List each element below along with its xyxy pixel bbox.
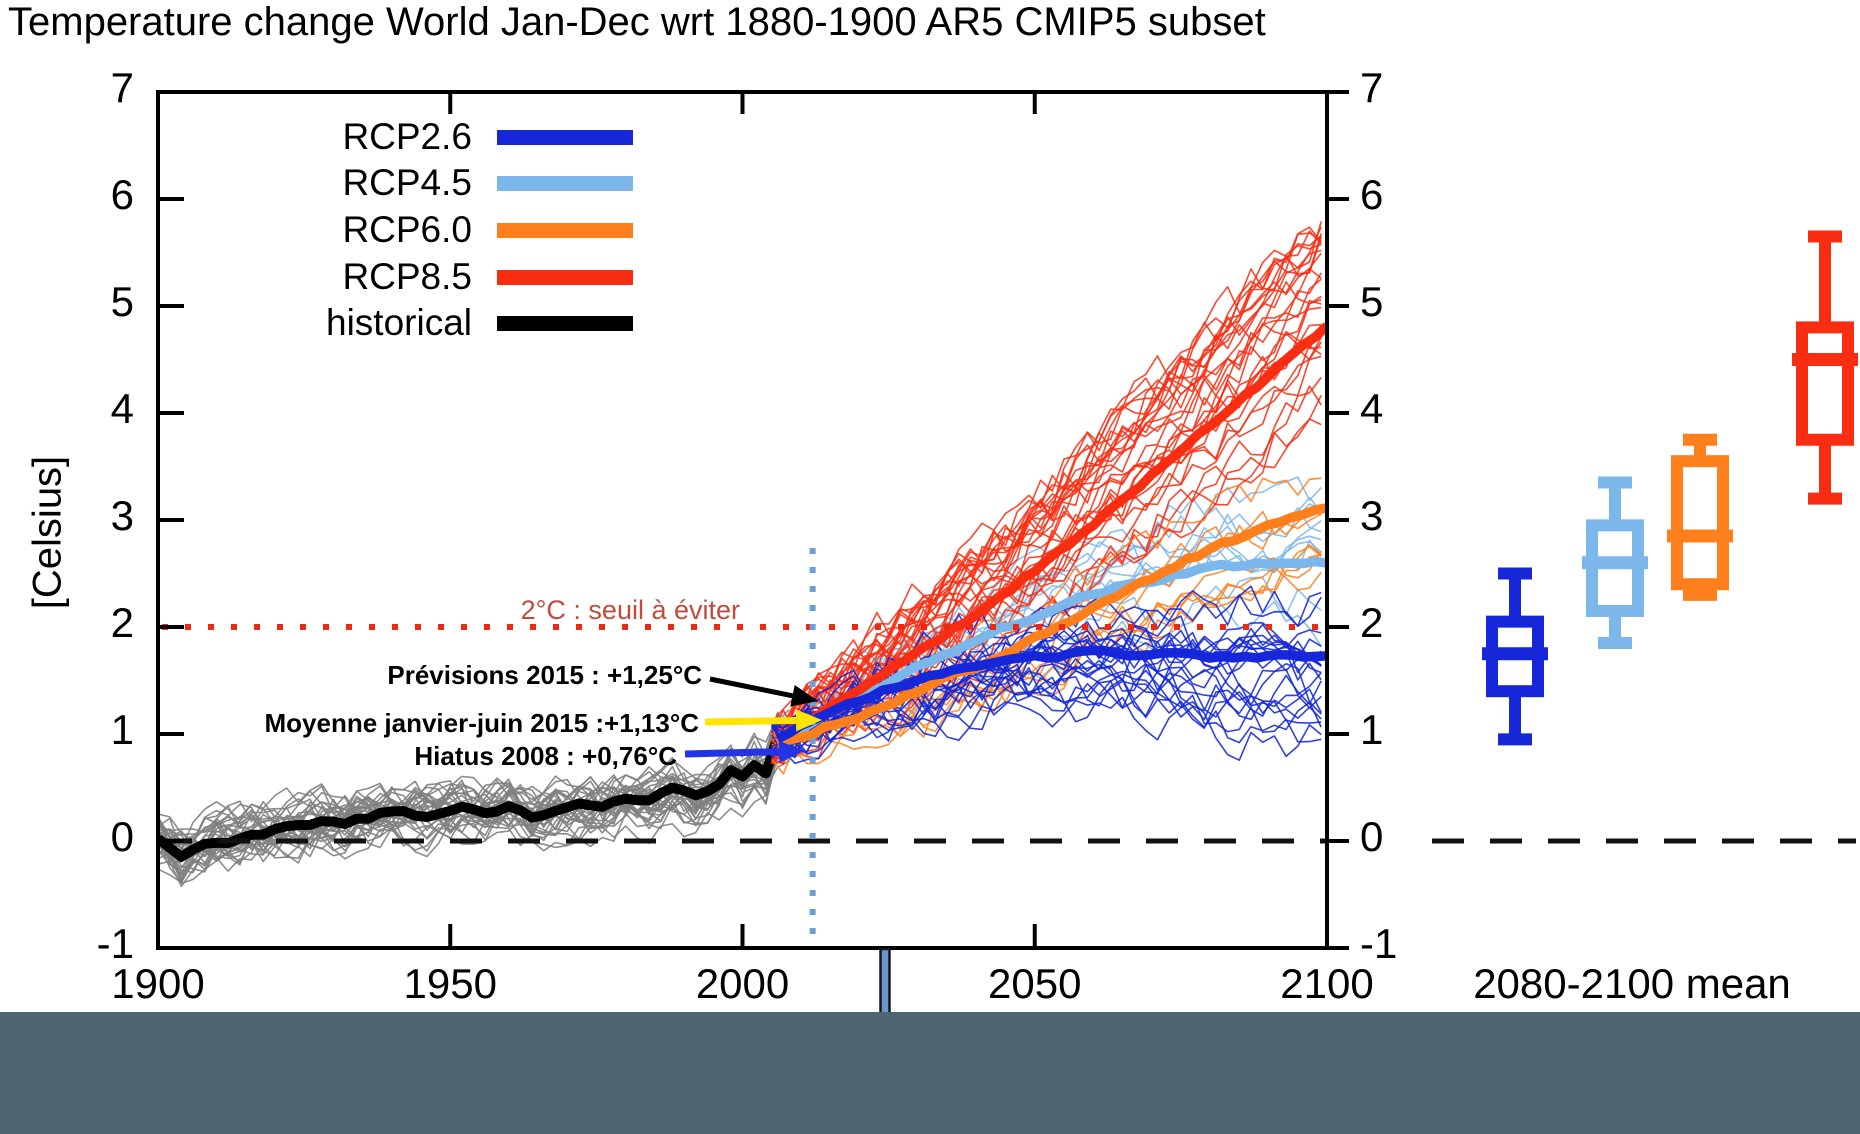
y-axis-tick-right--1: -1: [1360, 920, 1398, 967]
x-axis-tick-1900: 1900: [111, 960, 205, 1007]
legend-line-rcp45-icon: [497, 175, 633, 191]
y-axis-tick-left-7: 7: [110, 64, 134, 111]
y-axis-tick-left-6: 6: [110, 171, 134, 218]
x-axis-tick-2100: 2100: [1280, 960, 1374, 1007]
annotation-arrow-hiatus: [684, 740, 805, 763]
legend-label-rcp45: RCP4.5: [342, 162, 472, 203]
legend-line-rcp85-icon: [497, 269, 633, 285]
legend-line-historical-icon: [497, 315, 633, 331]
legend-label-rcp26: RCP2.6: [342, 116, 472, 157]
boxplot-rcp60: [1667, 433, 1733, 601]
y-axis-tick-right-5: 5: [1360, 278, 1384, 325]
y-axis-tick-right-3: 3: [1360, 492, 1384, 539]
y-axis-tick-right-7: 7: [1360, 64, 1384, 111]
boxplot-rcp26: [1482, 567, 1548, 746]
boxplot-panel: [1482, 230, 1858, 746]
x-axis-tick-2000: 2000: [695, 960, 790, 1007]
annotation-previsions-2015: Prévisions 2015 : +1,25°C: [387, 660, 702, 690]
x-axis-tick-1950: 1950: [403, 960, 497, 1007]
y-axis-tick-left--1: -1: [96, 920, 134, 967]
y-axis-tick-right-6: 6: [1360, 171, 1384, 218]
legend-line-rcp60-icon: [497, 222, 633, 238]
y-axis-tick-left-1: 1: [110, 706, 134, 753]
legend-item-historical: historical: [0, 300, 633, 346]
legend-label-historical: historical: [326, 302, 472, 343]
mean-line-rcp85: [774, 322, 1325, 745]
chart-title: Temperature change World Jan-Dec wrt 188…: [8, 0, 1266, 44]
bottom-timeline-band: [0, 1012, 1860, 1134]
x-axis-tick-2050: 2050: [988, 960, 1082, 1007]
mean-line-rcp26: [775, 645, 1325, 743]
legend-line-rcp26-icon: [497, 129, 633, 145]
annotation-moyenne-2015: Moyenne janvier-juin 2015 :+1,13°C: [264, 708, 699, 738]
annotation-arrow-moyenne: [704, 709, 822, 732]
mean-line-rcp60: [776, 503, 1325, 749]
y-axis-tick-right-2: 2: [1360, 599, 1384, 646]
historical-mean-line: [160, 735, 783, 862]
annotation-arrow-previsions: [709, 676, 818, 707]
y-axis-tick-right-4: 4: [1360, 385, 1384, 432]
right-panel-mean-label: 2080-2100 mean: [1473, 960, 1791, 1007]
legend-item-rcp60: RCP6.0: [0, 207, 633, 253]
plot-area: [160, 221, 1325, 888]
y-axis-tick-left-0: 0: [110, 813, 134, 860]
legend-item-rcp26: RCP2.6: [0, 114, 633, 160]
y-axis-tick-left-5: 5: [110, 278, 134, 325]
y-axis-tick-left-4: 4: [110, 385, 134, 432]
legend-item-rcp45: RCP4.5: [0, 160, 633, 206]
y-axis-tick-right-0: 0: [1360, 813, 1384, 860]
legend-label-rcp85: RCP8.5: [342, 256, 472, 297]
annotation-hiatus-2008: Hiatus 2008 : +0,76°C: [414, 741, 677, 771]
boxplot-rcp45: [1582, 476, 1648, 650]
axes-frame: [156, 90, 1349, 950]
legend-label-rcp60: RCP6.0: [342, 209, 472, 250]
legend-item-rcp85: RCP8.5: [0, 254, 633, 300]
y-axis-tick-left-2: 2: [110, 599, 134, 646]
threshold-2c-label: 2°C : seuil à éviter: [520, 595, 740, 625]
y-axis-tick-right-1: 1: [1360, 706, 1384, 753]
boxplot-rcp85: [1792, 230, 1858, 505]
y-axis-tick-left-3: 3: [110, 492, 134, 539]
